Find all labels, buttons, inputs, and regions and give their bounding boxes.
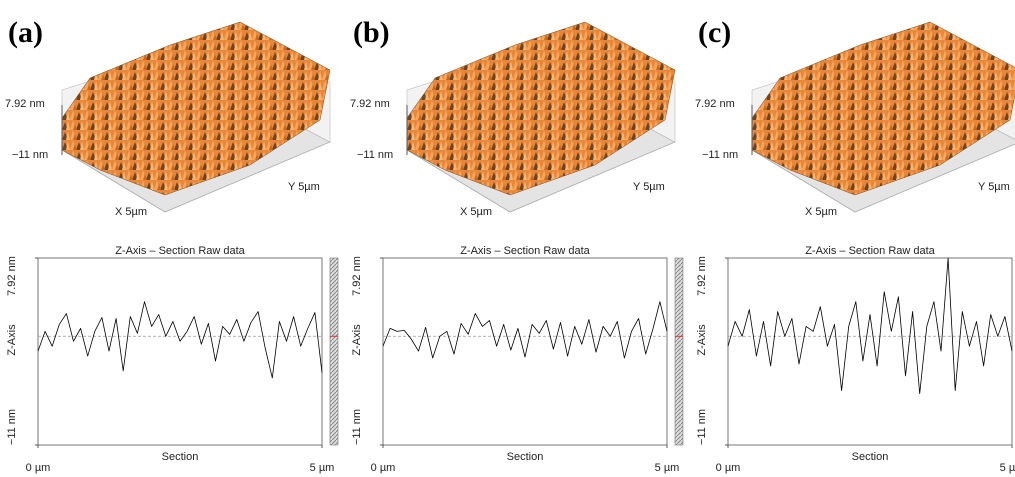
z-min-label: −11 nm: [702, 149, 738, 161]
surface: [751, 21, 1015, 196]
z-min-label: −11 nm: [357, 149, 393, 161]
profile-line: [37, 301, 323, 379]
scrollbar: [674, 257, 684, 446]
plot-frame: [727, 257, 1013, 446]
plot-frame: [382, 257, 668, 446]
chart-title: Z-Axis – Section Raw data: [460, 245, 590, 257]
chart-title: Z-Axis – Section Raw data: [805, 245, 935, 257]
x-axis-label-3d: X 5µm: [115, 206, 147, 218]
panel-label: (c): [698, 16, 731, 49]
chart-title: Z-Axis – Section Raw data: [115, 245, 245, 257]
panel: (c) 7.92 nm −11 nm X 5µm Y 5µm Z-Axis – Secti…: [695, 16, 1015, 474]
x-tick-label: 5 µm: [1000, 462, 1015, 474]
y-tick-label: 7.92 nm: [696, 256, 708, 296]
z-max-label: 7.92 nm: [5, 98, 45, 110]
y-axis-label: Z-Axis: [696, 324, 708, 356]
y-axis-label: Z-Axis: [6, 324, 18, 356]
x-tick-label: 0 µm: [371, 462, 396, 474]
surface: [406, 21, 676, 196]
y-axis-label-3d: Y 5µm: [978, 181, 1010, 193]
x-axis-label-3d: X 5µm: [805, 206, 837, 218]
x-axis-label: Section: [162, 451, 199, 463]
x-axis-label: Section: [852, 451, 889, 463]
x-tick-label: 5 µm: [655, 462, 680, 474]
x-tick-label: 0 µm: [26, 462, 51, 474]
y-axis-label: Z-Axis: [351, 324, 363, 356]
y-tick-label: 7.92 nm: [351, 256, 363, 296]
profile-line: [727, 257, 1013, 394]
x-tick-label: 5 µm: [310, 462, 335, 474]
surface: [61, 21, 331, 196]
panel-label: (a): [8, 16, 43, 49]
x-axis-label-3d: X 5µm: [460, 206, 492, 218]
panel: (a) 7.92 nm −11 nm X 5µm Y 5µm Z-Axis – Secti…: [5, 16, 339, 474]
plot-frame: [37, 257, 323, 446]
y-tick-label: −11 nm: [6, 409, 18, 445]
y-tick-label: 7.92 nm: [6, 256, 18, 296]
z-min-label: −11 nm: [12, 149, 48, 161]
x-tick-label: 0 µm: [716, 462, 741, 474]
x-axis-label: Section: [507, 451, 544, 463]
z-max-label: 7.92 nm: [695, 98, 735, 110]
panel: (b) 7.92 nm −11 nm X 5µm Y 5µm Z-Axis – Secti…: [350, 16, 684, 474]
z-max-label: 7.92 nm: [350, 98, 390, 110]
profile-line: [382, 301, 668, 359]
y-axis-label-3d: Y 5µm: [288, 181, 320, 193]
scrollbar: [329, 257, 339, 446]
y-axis-label-3d: Y 5µm: [633, 181, 665, 193]
y-tick-label: −11 nm: [351, 409, 363, 445]
panel-label: (b): [353, 16, 390, 49]
y-tick-label: −11 nm: [696, 409, 708, 445]
